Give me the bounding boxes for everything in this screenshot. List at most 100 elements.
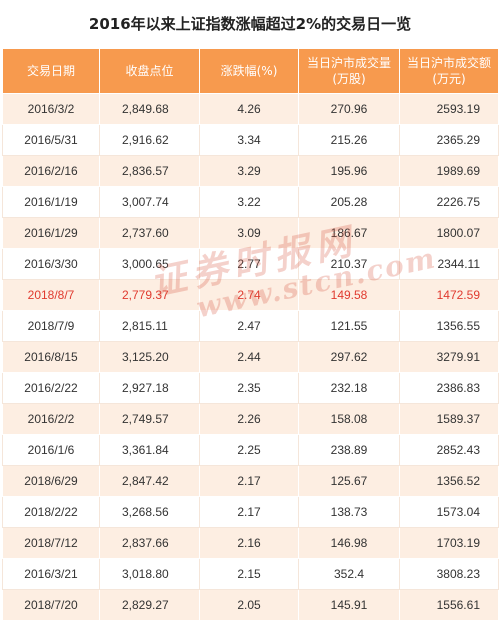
cell-turnover: 1800.07 bbox=[399, 217, 499, 249]
cell-date: 2016/5/31 bbox=[2, 124, 100, 156]
table-row: 2018/7/12 2,837.66 2.16 146.98 1703.19 bbox=[2, 527, 499, 559]
cell-turnover: 3808.23 bbox=[399, 558, 499, 590]
cell-close: 2,849.68 bbox=[99, 93, 200, 125]
cell-turnover: 1573.04 bbox=[399, 496, 499, 528]
cell-date: 2016/1/6 bbox=[2, 434, 100, 466]
cell-close: 2,779.37 bbox=[99, 279, 200, 311]
header-turnover: 当日沪市成交额(万元) bbox=[399, 48, 499, 94]
cell-turnover: 2852.43 bbox=[399, 434, 499, 466]
header-close: 收盘点位 bbox=[99, 48, 200, 94]
cell-change-pct: 2.05 bbox=[199, 589, 299, 621]
cell-change-pct: 2.17 bbox=[199, 465, 299, 497]
cell-change-pct: 2.17 bbox=[199, 496, 299, 528]
header-date: 交易日期 bbox=[2, 48, 100, 94]
cell-close: 3,000.65 bbox=[99, 248, 200, 280]
cell-date: 2018/7/20 bbox=[2, 589, 100, 621]
page-title: 2016年以来上证指数涨幅超过2%的交易日一览 bbox=[88, 15, 412, 33]
table-row: 2016/2/2 2,749.57 2.26 158.08 1589.37 bbox=[2, 403, 499, 435]
cell-volume: 146.98 bbox=[298, 527, 400, 559]
cell-turnover: 1356.55 bbox=[399, 310, 499, 342]
cell-change-pct: 3.34 bbox=[199, 124, 299, 156]
cell-volume: 125.67 bbox=[298, 465, 400, 497]
table-row: 2018/6/29 2,847.42 2.17 125.67 1356.52 bbox=[2, 465, 499, 497]
cell-change-pct: 3.22 bbox=[199, 186, 299, 218]
table-row: 2018/2/22 3,268.56 2.17 138.73 1573.04 bbox=[2, 496, 499, 528]
cell-volume: 145.91 bbox=[298, 589, 400, 621]
cell-change-pct: 3.09 bbox=[199, 217, 299, 249]
cell-close: 3,007.74 bbox=[99, 186, 200, 218]
cell-volume: 352.4 bbox=[298, 558, 400, 590]
cell-change-pct: 2.26 bbox=[199, 403, 299, 435]
table-row: 2018/7/9 2,815.11 2.47 121.55 1356.55 bbox=[2, 310, 499, 342]
cell-date: 2016/3/21 bbox=[2, 558, 100, 590]
header-row: 交易日期 收盘点位 涨跌幅(%) 当日沪市成交量(万股) 当日沪市成交额(万元) bbox=[2, 48, 499, 94]
cell-change-pct: 2.35 bbox=[199, 372, 299, 404]
table-row: 2018/8/7 2,779.37 2.74 149.58 1472.59 bbox=[2, 279, 499, 311]
cell-turnover: 2344.11 bbox=[399, 248, 499, 280]
cell-date: 2016/1/19 bbox=[2, 186, 100, 218]
cell-turnover: 1989.69 bbox=[399, 155, 499, 187]
cell-close: 3,018.80 bbox=[99, 558, 200, 590]
cell-close: 2,837.66 bbox=[99, 527, 200, 559]
table-row: 2016/2/22 2,927.18 2.35 232.18 2386.83 bbox=[2, 372, 499, 404]
cell-turnover: 1472.59 bbox=[399, 279, 499, 311]
cell-turnover: 3279.91 bbox=[399, 341, 499, 373]
cell-volume: 186.67 bbox=[298, 217, 400, 249]
data-table: 交易日期 收盘点位 涨跌幅(%) 当日沪市成交量(万股) 当日沪市成交额(万元)… bbox=[2, 48, 499, 621]
cell-close: 3,125.20 bbox=[99, 341, 200, 373]
table-row: 2016/3/30 3,000.65 2.77 210.37 2344.11 bbox=[2, 248, 499, 280]
cell-close: 3,268.56 bbox=[99, 496, 200, 528]
cell-turnover: 1356.52 bbox=[399, 465, 499, 497]
cell-turnover: 1703.19 bbox=[399, 527, 499, 559]
cell-change-pct: 2.74 bbox=[199, 279, 299, 311]
table-row: 2016/3/21 3,018.80 2.15 352.4 3808.23 bbox=[2, 558, 499, 590]
cell-date: 2016/3/30 bbox=[2, 248, 100, 280]
cell-volume: 121.55 bbox=[298, 310, 400, 342]
table-row: 2016/5/31 2,916.62 3.34 215.26 2365.29 bbox=[2, 124, 499, 156]
cell-close: 3,361.84 bbox=[99, 434, 200, 466]
cell-date: 2016/2/16 bbox=[2, 155, 100, 187]
cell-turnover: 1556.61 bbox=[399, 589, 499, 621]
table-row: 2016/1/29 2,737.60 3.09 186.67 1800.07 bbox=[2, 217, 499, 249]
cell-close: 2,847.42 bbox=[99, 465, 200, 497]
cell-volume: 149.58 bbox=[298, 279, 400, 311]
cell-change-pct: 2.44 bbox=[199, 341, 299, 373]
cell-volume: 297.62 bbox=[298, 341, 400, 373]
table-row: 2016/8/15 3,125.20 2.44 297.62 3279.91 bbox=[2, 341, 499, 373]
cell-date: 2018/7/12 bbox=[2, 527, 100, 559]
cell-date: 2018/8/7 bbox=[2, 279, 100, 311]
cell-change-pct: 2.77 bbox=[199, 248, 299, 280]
cell-volume: 215.26 bbox=[298, 124, 400, 156]
cell-change-pct: 2.15 bbox=[199, 558, 299, 590]
cell-volume: 195.96 bbox=[298, 155, 400, 187]
cell-turnover: 2386.83 bbox=[399, 372, 499, 404]
cell-close: 2,829.27 bbox=[99, 589, 200, 621]
cell-date: 2016/2/22 bbox=[2, 372, 100, 404]
header-change-pct: 涨跌幅(%) bbox=[199, 48, 299, 94]
table-row: 2016/2/16 2,836.57 3.29 195.96 1989.69 bbox=[2, 155, 499, 187]
cell-date: 2018/2/22 bbox=[2, 496, 100, 528]
cell-turnover: 2365.29 bbox=[399, 124, 499, 156]
cell-volume: 138.73 bbox=[298, 496, 400, 528]
cell-date: 2016/8/15 bbox=[2, 341, 100, 373]
table-row: 2016/1/19 3,007.74 3.22 205.28 2226.75 bbox=[2, 186, 499, 218]
cell-close: 2,836.57 bbox=[99, 155, 200, 187]
cell-close: 2,815.11 bbox=[99, 310, 200, 342]
cell-close: 2,927.18 bbox=[99, 372, 200, 404]
cell-close: 2,916.62 bbox=[99, 124, 200, 156]
cell-turnover: 2593.19 bbox=[399, 93, 499, 125]
cell-date: 2018/7/9 bbox=[2, 310, 100, 342]
cell-change-pct: 4.26 bbox=[199, 93, 299, 125]
cell-close: 2,749.57 bbox=[99, 403, 200, 435]
cell-date: 2018/6/29 bbox=[2, 465, 100, 497]
table-row: 2016/3/2 2,849.68 4.26 270.96 2593.19 bbox=[2, 93, 499, 125]
table-row: 2018/7/20 2,829.27 2.05 145.91 1556.61 bbox=[2, 589, 499, 621]
header-volume: 当日沪市成交量(万股) bbox=[298, 48, 400, 94]
cell-close: 2,737.60 bbox=[99, 217, 200, 249]
cell-date: 2016/1/29 bbox=[2, 217, 100, 249]
cell-volume: 238.89 bbox=[298, 434, 400, 466]
cell-volume: 158.08 bbox=[298, 403, 400, 435]
cell-change-pct: 2.25 bbox=[199, 434, 299, 466]
cell-date: 2016/2/2 bbox=[2, 403, 100, 435]
table-body: 2016/3/2 2,849.68 4.26 270.96 2593.19 2016/5/… bbox=[2, 93, 499, 621]
